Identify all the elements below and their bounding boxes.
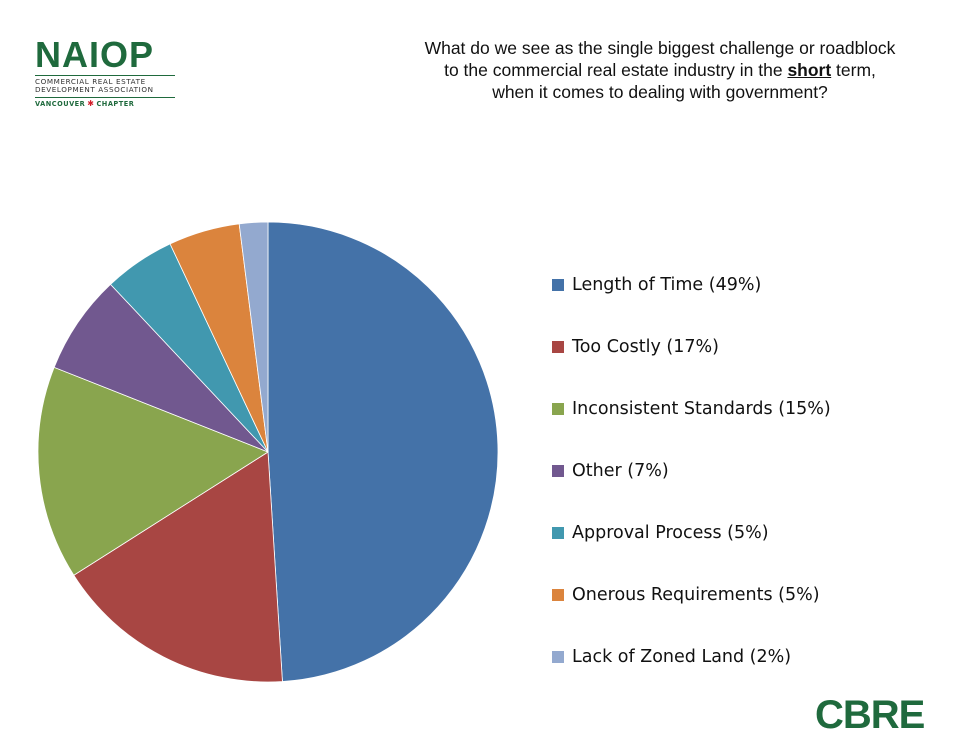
pie-slice-0: [267, 221, 499, 682]
pie-slice-3: [53, 283, 269, 453]
legend-label-0: Length of Time (49%): [572, 275, 762, 295]
legend-label-4: Approval Process (5%): [572, 523, 769, 543]
legend-swatch-5: [552, 589, 564, 601]
legend-swatch-6: [552, 651, 564, 663]
title-line2-before: to the commercial real estate industry i…: [444, 60, 788, 80]
legend-swatch-4: [552, 527, 564, 539]
legend-label-6: Lack of Zoned Land (2%): [572, 647, 792, 667]
pie-chart: [37, 221, 499, 683]
title-line2: to the commercial real estate industry i…: [370, 59, 950, 81]
title-line2-after: term,: [831, 60, 876, 80]
logo-chapter-left: VANCOUVER: [35, 99, 86, 108]
legend-swatch-2: [552, 403, 564, 415]
legend-item-1: Too Costly (17%): [552, 316, 831, 378]
legend-item-3: Other (7%): [552, 440, 831, 502]
chart-legend: Length of Time (49%) Too Costly (17%) Inco…: [552, 254, 831, 688]
legend-item-5: Onerous Requirements (5%): [552, 564, 831, 626]
legend-item-4: Approval Process (5%): [552, 502, 831, 564]
legend-item-2: Inconsistent Standards (15%): [552, 378, 831, 440]
legend-swatch-1: [552, 341, 564, 353]
logo-divider-2: [35, 96, 175, 98]
naiop-logo-subtitle: COMMERCIAL REAL ESTATE DEVELOPMENT ASSOC…: [35, 77, 185, 95]
title-line2-emphasis: short: [787, 60, 832, 80]
pie-slice-6: [238, 221, 269, 453]
chart-title: What do we see as the single biggest cha…: [370, 37, 950, 103]
logo-subtitle-line1: COMMERCIAL REAL ESTATE: [35, 77, 146, 86]
logo-divider: [35, 75, 175, 76]
naiop-logo: NAIOP COMMERCIAL REAL ESTATE DEVELOPMENT…: [35, 36, 185, 108]
logo-subtitle-line2: DEVELOPMENT ASSOCIATION: [35, 85, 154, 95]
legend-swatch-3: [552, 465, 564, 477]
legend-item-0: Length of Time (49%): [552, 254, 831, 316]
pie-slice-2: [37, 366, 269, 576]
legend-swatch-0: [552, 279, 564, 291]
title-line1: What do we see as the single biggest cha…: [424, 38, 896, 58]
cbre-logo: CBRE: [815, 693, 925, 737]
legend-label-1: Too Costly (17%): [572, 337, 719, 357]
naiop-logo-word: NAIOP: [35, 34, 155, 75]
pie-slice-1: [73, 451, 283, 683]
title-line3: when it comes to dealing with government…: [492, 82, 828, 102]
legend-label-3: Other (7%): [572, 461, 669, 481]
logo-chapter: VANCOUVER ✱ CHAPTER: [35, 98, 185, 108]
logo-chapter-right: CHAPTER: [96, 99, 135, 108]
legend-label-2: Inconsistent Standards (15%): [572, 399, 831, 419]
legend-item-6: Lack of Zoned Land (2%): [552, 626, 831, 688]
maple-leaf-icon: ✱: [87, 98, 95, 108]
legend-label-5: Onerous Requirements (5%): [572, 585, 820, 605]
